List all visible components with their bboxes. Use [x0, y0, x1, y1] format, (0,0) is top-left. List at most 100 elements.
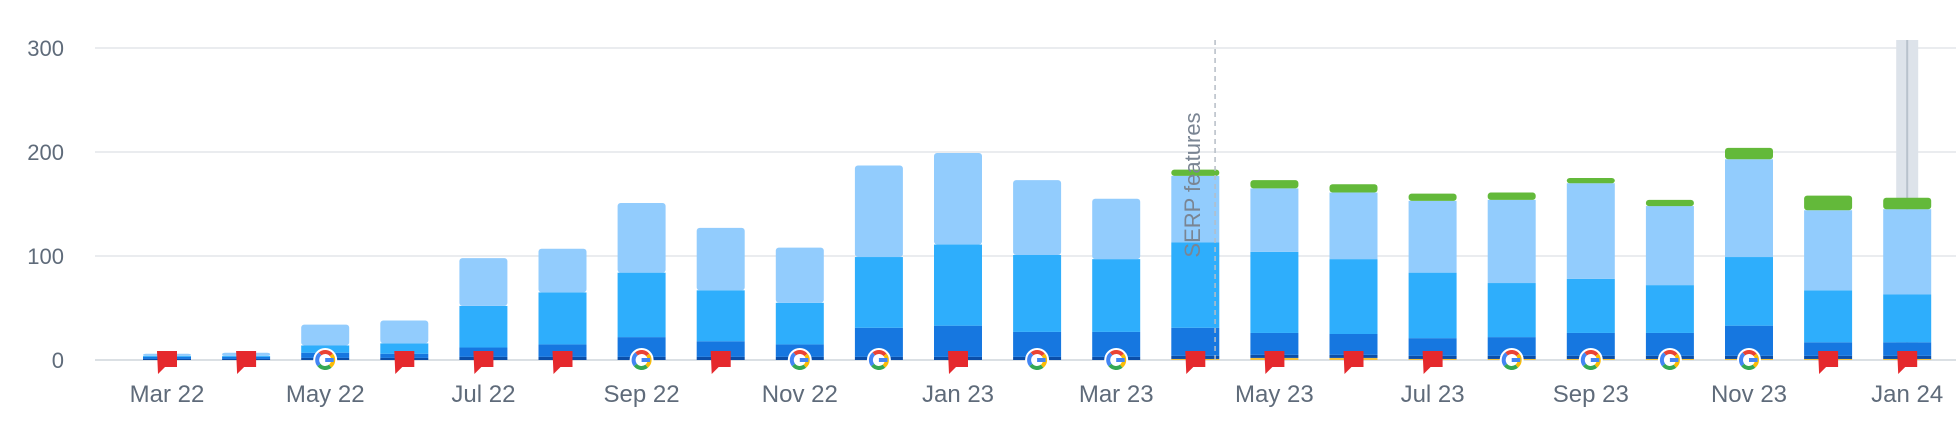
bar-segment[interactable] [854, 257, 903, 328]
bar-segment[interactable] [1250, 251, 1299, 333]
google-update-icon[interactable] [1737, 348, 1761, 372]
bar-segment[interactable] [1250, 180, 1299, 189]
google-update-icon[interactable] [1104, 348, 1129, 372]
bar-segment[interactable] [1883, 294, 1932, 343]
bar-segment[interactable] [1092, 259, 1141, 332]
bar-segment[interactable] [1804, 342, 1853, 356]
flag-marker-icon[interactable] [1264, 351, 1285, 374]
bar-segment[interactable] [1804, 195, 1853, 211]
flag-marker-icon[interactable] [1818, 351, 1839, 374]
bar-segment[interactable] [1883, 209, 1932, 295]
bar-segment[interactable] [1329, 192, 1378, 260]
bar-segment[interactable] [1408, 200, 1457, 273]
google-update-icon[interactable] [787, 348, 812, 372]
google-update-icon[interactable] [1025, 348, 1050, 372]
bar-segment[interactable] [1408, 338, 1457, 356]
bar-segment[interactable] [538, 344, 587, 357]
bar-segment[interactable] [538, 248, 587, 293]
flag-marker-icon[interactable] [1185, 351, 1206, 374]
bar-segment[interactable] [1171, 175, 1220, 243]
bar-segment[interactable] [1883, 197, 1932, 210]
bar-segment[interactable] [1645, 206, 1694, 286]
bar-segment[interactable] [617, 337, 666, 357]
bar-stack[interactable] [1645, 199, 1694, 360]
bar-segment[interactable] [934, 244, 982, 326]
flag-marker-icon[interactable] [394, 351, 415, 374]
bar-segment[interactable] [1408, 193, 1457, 201]
flag-marker-icon[interactable] [236, 351, 257, 374]
bar-stack[interactable] [1250, 180, 1299, 360]
bar-stack[interactable] [1804, 195, 1853, 360]
bar-stack[interactable] [459, 258, 508, 360]
bar-segment[interactable] [1250, 188, 1299, 252]
flag-marker-icon[interactable] [552, 351, 573, 374]
bar-segment[interactable] [380, 343, 429, 354]
bar-stack[interactable] [854, 165, 903, 360]
flag-marker-icon[interactable] [710, 351, 731, 374]
google-update-icon[interactable] [1657, 348, 1682, 372]
bar-segment[interactable] [459, 258, 508, 306]
bar-segment[interactable] [1883, 342, 1932, 356]
flag-marker-icon[interactable] [473, 351, 494, 374]
google-update-icon[interactable] [1499, 348, 1524, 372]
bar-segment[interactable] [1725, 147, 1773, 160]
bar-segment[interactable] [380, 320, 429, 344]
bar-segment[interactable] [1092, 198, 1141, 260]
bar-segment[interactable] [696, 227, 745, 291]
bar-segment[interactable] [1171, 242, 1220, 328]
bar-stack[interactable] [934, 153, 982, 360]
bar-segment[interactable] [1487, 199, 1536, 284]
bar-stack[interactable] [1329, 184, 1378, 360]
bar-stack[interactable] [1566, 178, 1615, 360]
bar-segment[interactable] [1566, 278, 1615, 333]
flag-marker-icon[interactable] [1897, 351, 1918, 374]
bar-segment[interactable] [1566, 183, 1615, 279]
bar-segment[interactable] [1329, 334, 1378, 355]
bar-stack[interactable] [1408, 193, 1457, 360]
bars-layer[interactable] [143, 147, 1932, 360]
bar-segment[interactable] [934, 153, 982, 245]
bar-segment[interactable] [1408, 272, 1457, 339]
bar-stack[interactable] [1725, 147, 1773, 360]
bar-segment[interactable] [1013, 180, 1062, 255]
google-update-icon[interactable] [629, 348, 654, 372]
bar-segment[interactable] [1013, 254, 1062, 332]
bar-stack[interactable] [775, 247, 824, 360]
bar-segment[interactable] [1566, 178, 1615, 184]
bar-segment[interactable] [617, 202, 666, 273]
bar-stack[interactable] [1883, 197, 1932, 360]
bar-segment[interactable] [1487, 337, 1536, 356]
bar-segment[interactable] [696, 290, 745, 342]
bar-segment[interactable] [459, 305, 508, 348]
bar-segment[interactable] [1804, 210, 1853, 291]
bar-segment[interactable] [1566, 332, 1615, 356]
bar-stack[interactable] [1171, 169, 1220, 360]
flag-marker-icon[interactable] [948, 351, 968, 374]
bar-segment[interactable] [301, 324, 350, 346]
bar-segment[interactable] [1804, 290, 1853, 343]
flag-marker-icon[interactable] [157, 351, 177, 374]
bar-stack[interactable] [1092, 198, 1141, 360]
bar-stack[interactable] [1487, 192, 1536, 360]
bar-segment[interactable] [1329, 184, 1378, 193]
bar-segment[interactable] [1645, 332, 1694, 356]
bar-segment[interactable] [1725, 257, 1773, 326]
bar-segment[interactable] [1487, 192, 1536, 200]
bar-segment[interactable] [1171, 169, 1220, 176]
marker-layer[interactable] [157, 348, 1918, 374]
bar-stack[interactable] [1013, 180, 1062, 360]
flag-marker-icon[interactable] [1422, 351, 1443, 374]
bar-stack[interactable] [696, 227, 745, 360]
google-update-icon[interactable] [1578, 348, 1603, 372]
bar-segment[interactable] [1250, 332, 1299, 355]
bar-segment[interactable] [1487, 283, 1536, 338]
google-update-icon[interactable] [313, 348, 338, 372]
bar-segment[interactable] [1645, 285, 1694, 333]
bar-segment[interactable] [775, 247, 824, 303]
bar-stack[interactable] [538, 248, 587, 360]
flag-marker-icon[interactable] [1343, 351, 1364, 374]
google-update-icon[interactable] [866, 348, 891, 372]
bar-segment[interactable] [854, 165, 903, 258]
bar-stack[interactable] [617, 202, 666, 360]
bar-segment[interactable] [1645, 199, 1694, 207]
